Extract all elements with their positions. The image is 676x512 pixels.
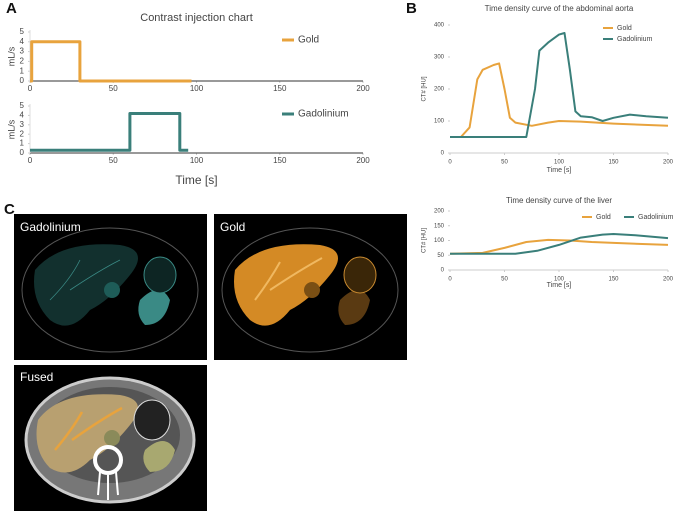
- series-line: [30, 112, 189, 152]
- y-tick-label: 400: [434, 23, 445, 29]
- x-tick-label: 50: [501, 160, 508, 166]
- y-tick-label: 4: [20, 37, 25, 46]
- y-tick-label: 200: [434, 87, 445, 93]
- x-tick-label: 50: [109, 156, 118, 165]
- x-tick-label: 200: [356, 84, 370, 93]
- y-tick-label: 2: [20, 57, 25, 66]
- x-tick-label: 100: [190, 156, 204, 165]
- panel-label: B: [406, 0, 417, 17]
- legend-label: Gadolinium: [298, 109, 349, 120]
- x-tick-label: 200: [663, 160, 674, 166]
- y-tick-label: 0: [20, 76, 25, 85]
- x-tick-label: 100: [190, 84, 204, 93]
- y-tick-label: 3: [20, 47, 25, 56]
- series-line: [450, 62, 669, 138]
- x-axis-label: Time [s]: [175, 173, 217, 187]
- y-tick-label: 0: [441, 268, 445, 274]
- y-tick-label: 150: [434, 223, 445, 229]
- y-axis-label: mL/s: [6, 46, 16, 66]
- series-line: [450, 233, 669, 255]
- image-label: Fused: [20, 370, 53, 384]
- y-tick-label: 3: [20, 120, 25, 129]
- image-gold: Gold: [214, 214, 407, 360]
- y-axis-label: CT# [HU]: [422, 228, 428, 253]
- image-gadolinium: Gadolinium: [14, 214, 207, 360]
- x-tick-label: 50: [109, 84, 118, 93]
- y-tick-label: 200: [434, 209, 445, 215]
- series-line: [449, 238, 669, 255]
- legend-label: Gadolinium: [617, 36, 653, 43]
- chart-title: Contrast injection chart: [140, 12, 253, 24]
- chart-title: Time density curve of the liver: [506, 196, 612, 205]
- y-tick-label: 100: [434, 238, 445, 244]
- y-tick-label: 5: [20, 27, 25, 36]
- image-fused: Fused: [14, 365, 207, 511]
- x-axis-label: Time [s]: [547, 167, 572, 174]
- x-axis-label: Time [s]: [547, 282, 572, 289]
- x-tick-label: 200: [663, 277, 674, 283]
- x-tick-label: 100: [554, 160, 565, 166]
- y-tick-label: 100: [434, 119, 445, 125]
- x-tick-label: 100: [554, 277, 565, 283]
- x-tick-label: 0: [28, 84, 33, 93]
- legend-label: Gold: [617, 25, 632, 32]
- series-line: [30, 40, 192, 83]
- y-tick-label: 5: [20, 101, 25, 110]
- legend-label: Gold: [596, 214, 611, 221]
- x-tick-label: 150: [273, 156, 287, 165]
- y-tick-label: 50: [437, 253, 444, 259]
- x-tick-label: 50: [501, 277, 508, 283]
- y-tick-label: 1: [20, 66, 25, 75]
- y-tick-label: 4: [20, 111, 25, 120]
- x-tick-label: 0: [448, 277, 452, 283]
- y-tick-label: 0: [441, 151, 445, 157]
- x-tick-label: 200: [356, 156, 370, 165]
- x-tick-label: 0: [28, 156, 33, 165]
- y-tick-label: 1: [20, 139, 25, 148]
- legend-label: Gold: [298, 35, 319, 46]
- panel-label: C: [4, 201, 15, 218]
- y-axis-label: CT# [HU]: [422, 76, 428, 101]
- y-tick-label: 300: [434, 55, 445, 61]
- x-tick-label: 150: [608, 277, 619, 283]
- y-axis-label: mL/s: [6, 119, 16, 139]
- panel-label: A: [6, 0, 17, 17]
- x-tick-label: 150: [273, 84, 287, 93]
- image-label: Gold: [220, 220, 245, 234]
- image-label: Gadolinium: [20, 220, 81, 234]
- series-line: [450, 32, 669, 138]
- x-tick-label: 150: [608, 160, 619, 166]
- chart-title: Time density curve of the abdominal aort…: [485, 4, 634, 13]
- y-tick-label: 0: [20, 148, 25, 157]
- x-tick-label: 0: [448, 160, 452, 166]
- legend-label: Gadolinium: [638, 214, 674, 221]
- y-tick-label: 2: [20, 129, 25, 138]
